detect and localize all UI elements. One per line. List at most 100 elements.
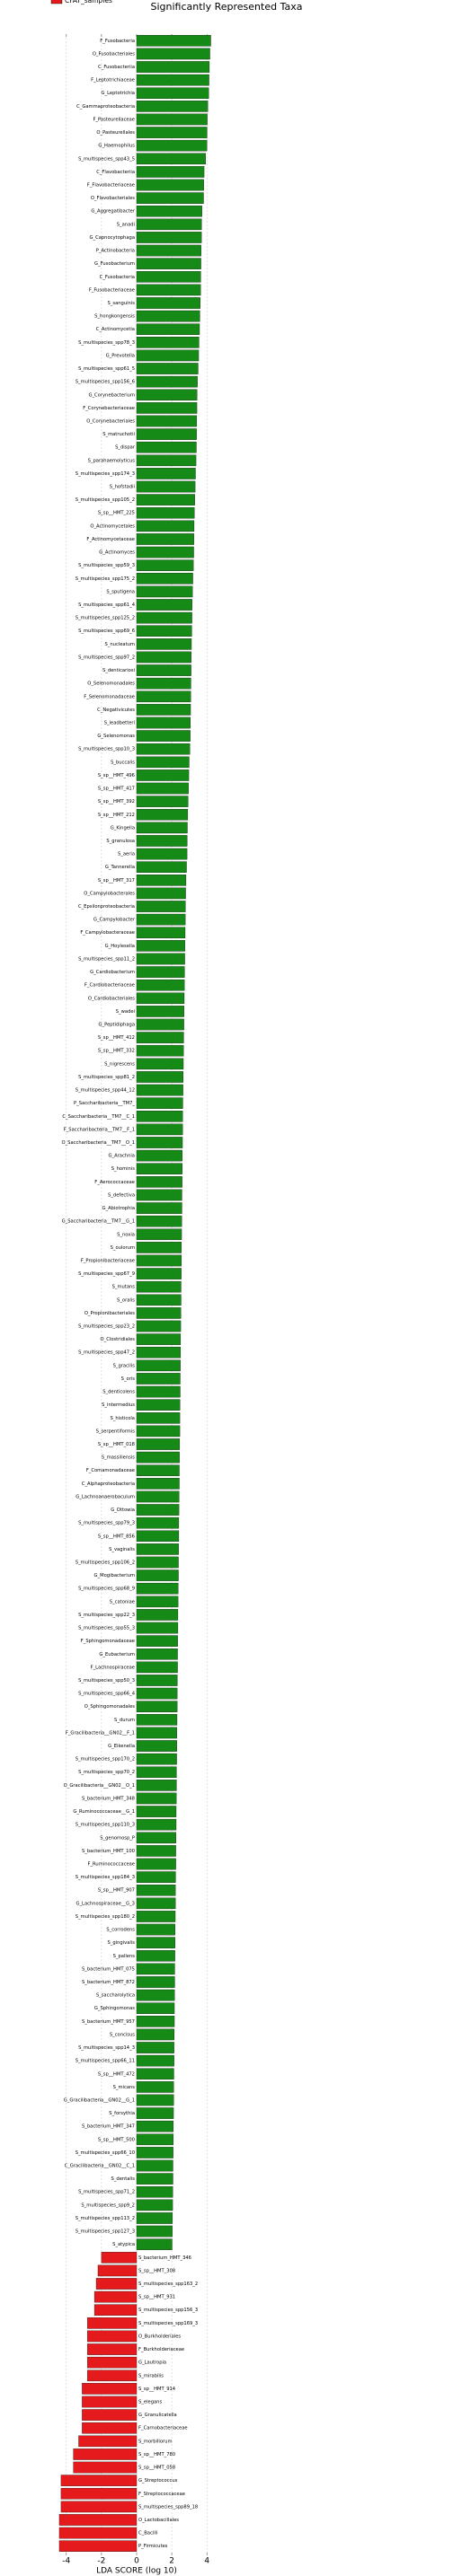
bar (136, 2173, 173, 2185)
chart-title: Significantly Represented Taxa (151, 1, 303, 13)
bar-label: F_Comamonadaceae (86, 1468, 135, 1473)
bar-label: G_Haemophilus (98, 144, 135, 149)
bar (136, 2120, 174, 2132)
bar (136, 1149, 182, 1162)
bar-label: S_sp__HMT_212 (98, 813, 135, 818)
bar-label: S_sp__HMT_472 (98, 2071, 135, 2077)
bar (136, 1346, 182, 1358)
legend-label: CFAT_samples (65, 0, 112, 4)
bar-label: G_Peptidiphaga (99, 1023, 135, 1028)
bar-label: G_Abiotrophia (102, 1206, 136, 1211)
bar (136, 533, 194, 545)
bar (136, 1084, 183, 1096)
bar (136, 2054, 174, 2067)
bar (136, 389, 198, 401)
bar (136, 2147, 173, 2158)
bar-label: S_concisus (110, 2032, 135, 2037)
bar (136, 1123, 183, 1136)
bar (136, 1071, 183, 1083)
bar (136, 1307, 182, 1319)
bar (136, 1412, 181, 1424)
bar (136, 808, 189, 821)
bar-label: G_Selenomonas (97, 734, 135, 739)
bar-label: S_multispecies_spp43_5 (78, 156, 135, 162)
bar (136, 205, 202, 217)
bar-label: G_Saccharibacteria__TM7__G_1 (62, 1219, 135, 1225)
bar (82, 2422, 138, 2434)
bar (136, 559, 194, 571)
x-tick-label: 0 (134, 2557, 139, 2566)
bar (136, 1727, 177, 1739)
bar (136, 1661, 178, 1674)
bar (136, 1635, 178, 1647)
x-tick-label: -4 (62, 2557, 70, 2566)
bar (136, 927, 186, 939)
bar (136, 258, 201, 269)
bar (136, 494, 195, 506)
bar-label: S_histicola (111, 1416, 135, 1421)
bar-label: S_nucleatum (104, 642, 135, 647)
bar (136, 1320, 182, 1332)
bar (136, 1176, 182, 1188)
bar (136, 638, 192, 650)
bar-label: F_Streptococcaceae (138, 2492, 185, 2497)
bar (58, 2527, 138, 2539)
bar (136, 1438, 181, 1450)
bar (136, 1884, 176, 1896)
bar (136, 192, 204, 204)
bar (136, 1032, 184, 1043)
bar-label: G_Fusobacterium (94, 261, 135, 267)
bar (136, 1780, 177, 1791)
x-tick-label: 2 (169, 2557, 174, 2566)
bar (136, 2159, 173, 2172)
bar (136, 1845, 176, 1857)
bar-label: C_Saccharibacteria__TM7__C_1 (62, 1114, 135, 1120)
bar-label: S_bacterium_HMT_100 (82, 1849, 135, 1854)
bar (136, 1949, 175, 1962)
bar-label: S_mirabilis (138, 2373, 164, 2378)
bar (136, 835, 188, 847)
bar-label: S_nigrescens (104, 1061, 135, 1067)
bar (136, 1871, 176, 1883)
bar-label: S_wadei (116, 1009, 135, 1015)
bar-label: S_sp__HMT_392 (98, 799, 135, 804)
bar (136, 139, 208, 152)
bar-label: C_Epsilonproteobacteria (78, 904, 135, 910)
bar (136, 1543, 179, 1555)
bar-label: S_mutans (112, 1285, 136, 1290)
bar-label: S_sp__HMT_856 (98, 1534, 135, 1539)
bar-label: S_multispecies_spp68_9 (78, 1587, 135, 1592)
bar (136, 127, 208, 138)
bar-label: S_sp__HMT_417 (98, 787, 135, 792)
bar-label: S_micans (113, 2085, 136, 2090)
bar-label: F_Pasteurellaceae (93, 117, 135, 122)
bar-label: S_sp__HMT_500 (98, 2137, 135, 2142)
bar-label: F_Propionibacteriaceae (81, 1258, 135, 1263)
bar-label: F_Selenomonadaceae (84, 694, 135, 699)
bar (136, 1766, 177, 1779)
bar-label: C_Gammaproteobacteria (76, 104, 135, 110)
bar-label: S_aeria (118, 852, 135, 857)
bar (136, 1228, 182, 1241)
bar (136, 2225, 173, 2238)
bar (136, 651, 191, 664)
bar (136, 848, 188, 860)
bar-label: S_hominis (111, 1166, 136, 1172)
bar (136, 2212, 173, 2224)
bar-label: C_Fusobacteriia (98, 65, 135, 70)
bar (136, 166, 205, 178)
bar-label: S_multispecies_spp23_2 (78, 1324, 135, 1330)
bar-label: S_serpentiformis (96, 1429, 136, 1434)
bar-label: G_Lautropia (138, 2361, 166, 2366)
bar-label: G_Lachnospiraceae__G_3 (76, 1901, 135, 1906)
bar (82, 2396, 138, 2408)
bar-label: F_Actinomycetaceae (86, 537, 135, 542)
bar (136, 454, 197, 467)
bar (58, 2540, 138, 2552)
bar (136, 1923, 175, 1936)
bar (136, 1517, 180, 1529)
bar (136, 782, 189, 795)
bar (136, 1018, 184, 1031)
bar-label: G_Streptococcus (138, 2478, 178, 2484)
bar (87, 2330, 138, 2343)
